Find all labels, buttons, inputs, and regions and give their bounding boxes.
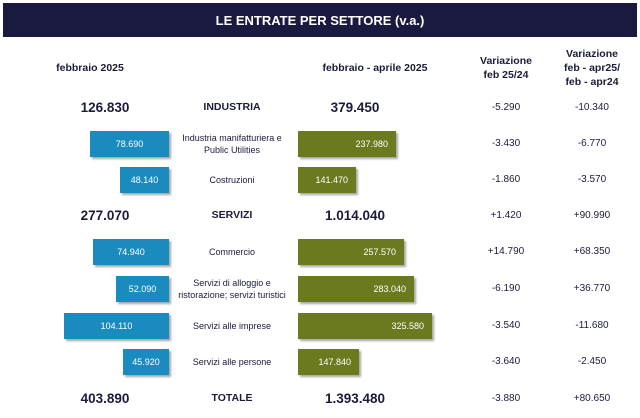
sector-value-feb-apr: 379.450 (330, 100, 380, 115)
sector-value-feb-apr: 1.014.040 (324, 208, 386, 223)
variation-feb-value: -3.430 (491, 138, 521, 149)
bar-feb: 78.690 (90, 131, 169, 157)
header-feb-2025: febbraio 2025 (56, 62, 124, 74)
variation-feb-value: -6.190 (491, 283, 521, 294)
bar-feb-apr: 283.040 (298, 276, 414, 302)
variation-feb-apr-value: +90.990 (573, 210, 611, 221)
variation-feb-value: -5.290 (491, 102, 521, 113)
bar-feb-apr: 325.580 (298, 313, 432, 339)
header-variation-feb-line1: Variazione (480, 55, 532, 67)
bar-feb: 104.110 (64, 313, 169, 339)
sector-label: SERVIZI (211, 209, 253, 221)
subsector-label: Costruzioni (209, 175, 255, 185)
bar-feb: 45.920 (123, 349, 169, 375)
sector-label: TOTALE (211, 392, 253, 404)
variation-feb-apr-value: +80.650 (573, 393, 611, 404)
variation-feb-apr-value: -3.570 (577, 174, 607, 185)
sector-value-feb: 403.890 (80, 391, 130, 406)
variation-feb-apr-value: +36.770 (573, 283, 611, 294)
bar-feb-apr: 257.570 (298, 239, 404, 265)
sector-value-feb-apr: 1.393.480 (324, 391, 386, 406)
sector-label: INDUSTRIA (203, 101, 261, 113)
variation-feb-apr-value: -6.770 (577, 138, 607, 149)
subsector-label: Servizi alle imprese (192, 321, 272, 331)
header-feb-apr-2025: febbraio - aprile 2025 (322, 62, 428, 74)
subsector-label: Servizi alle persone (192, 357, 272, 367)
subsector-label: Commercio (208, 247, 255, 257)
variation-feb-value: +1.420 (490, 210, 522, 221)
variation-feb-value: -3.880 (491, 393, 521, 404)
header-variation-feb: Variazione feb 25/24 (466, 54, 546, 82)
variation-feb-apr-value: -11.680 (575, 320, 609, 331)
variation-feb-value: +14.790 (487, 246, 525, 257)
bar-feb: 52.090 (116, 276, 169, 302)
variation-feb-value: -1.860 (491, 174, 521, 185)
bar-feb-apr: 141.470 (298, 167, 356, 193)
header-variation-feb-apr-line1: Variazione (566, 48, 618, 60)
bar-feb: 48.140 (120, 167, 169, 193)
bar-feb: 74.940 (93, 239, 169, 265)
sector-value-feb: 277.070 (80, 208, 130, 223)
header-variation-feb-apr-line3: feb - apr24 (565, 76, 619, 88)
header-variation-feb-apr-line2: feb - apr25/ (563, 62, 621, 74)
header-variation-feb-apr: Variazione feb - apr25/ feb - apr24 (552, 47, 632, 89)
sector-value-feb: 126.830 (80, 100, 130, 115)
subsector-label: Servizi di alloggio e ristorazione; serv… (178, 278, 286, 300)
chart-title: LE ENTRATE PER SETTORE (v.a.) (3, 3, 637, 37)
variation-feb-apr-value: -2.450 (577, 356, 607, 367)
subsector-label: Industria manifatturiera e Public Utilit… (182, 133, 282, 155)
variation-feb-value: -3.540 (491, 320, 521, 331)
variation-feb-apr-value: +68.350 (573, 246, 611, 257)
bar-feb-apr: 147.840 (298, 349, 359, 375)
variation-feb-apr-value: -10.340 (575, 102, 609, 113)
bar-feb-apr: 237.980 (298, 131, 396, 157)
variation-feb-value: -3.640 (491, 356, 521, 367)
header-variation-feb-line2: feb 25/24 (483, 69, 529, 81)
